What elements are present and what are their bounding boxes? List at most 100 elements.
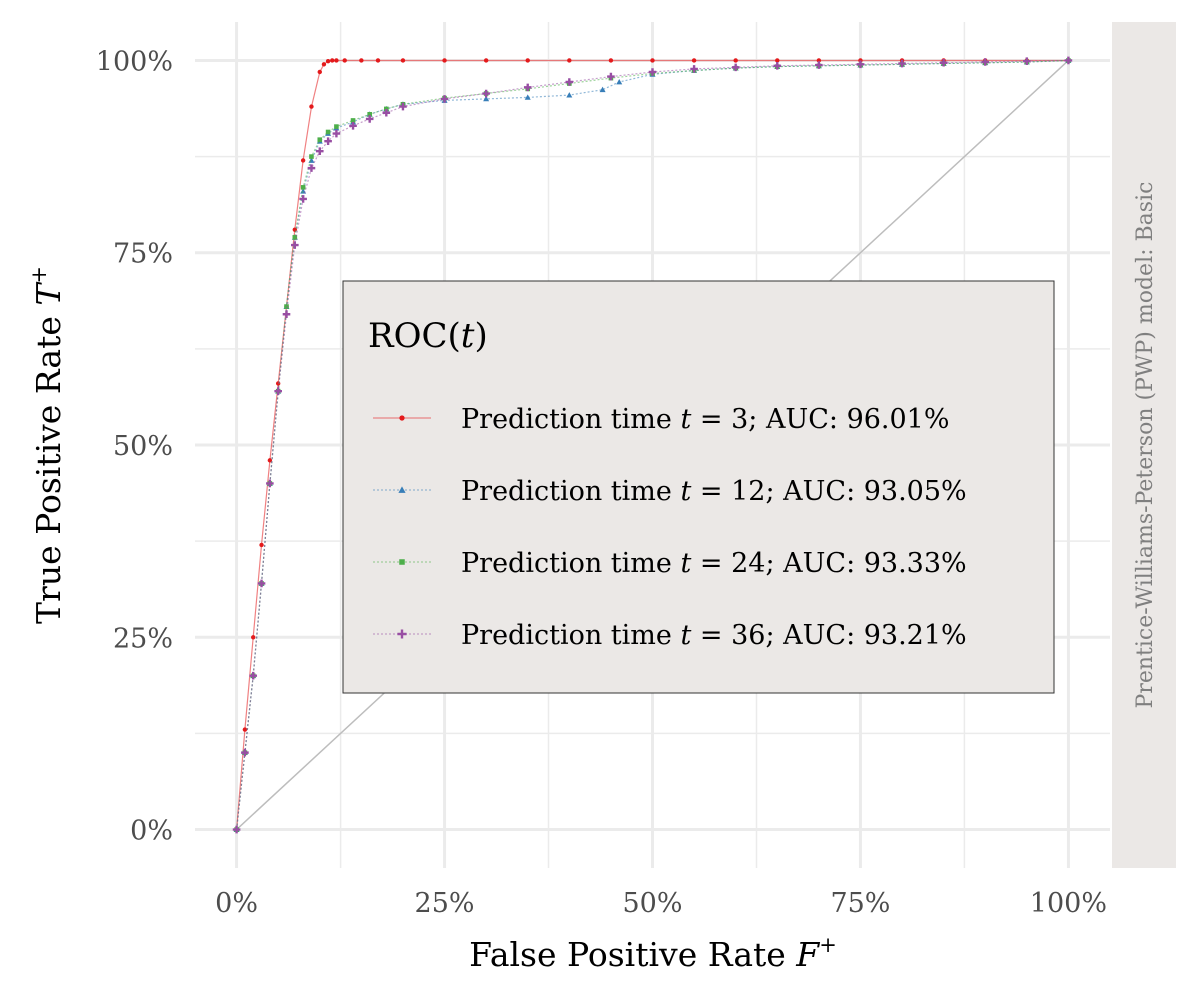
data-point <box>317 69 322 75</box>
data-point <box>400 58 406 63</box>
data-point <box>242 727 248 732</box>
data-point <box>384 106 389 112</box>
data-point <box>367 111 372 117</box>
data-point <box>299 195 307 203</box>
data-point <box>524 94 531 100</box>
legend-title: ROC(t) <box>368 316 488 356</box>
legend-label: Prediction time t = 24; AUC: 93.33% <box>461 548 967 579</box>
data-point <box>359 58 364 63</box>
data-point <box>898 59 906 68</box>
x-tick-label: 50% <box>622 888 682 919</box>
data-point <box>317 137 323 142</box>
data-point <box>251 635 256 640</box>
y-tick-label: 25% <box>113 623 173 654</box>
legend-items: Prediction time t = 3; AUC: 96.01% Predic… <box>373 404 967 651</box>
data-point <box>523 83 532 92</box>
data-point <box>334 124 339 129</box>
data-point <box>981 58 990 66</box>
data-point <box>607 72 615 81</box>
data-point <box>375 58 381 63</box>
legend-key-marker <box>399 559 405 565</box>
x-tick-label: 100% <box>1030 888 1107 919</box>
data-point <box>324 137 332 146</box>
data-point <box>315 147 324 156</box>
data-point <box>442 58 447 63</box>
data-point <box>300 185 306 190</box>
data-point <box>1023 57 1031 66</box>
data-point <box>325 59 331 64</box>
data-point <box>616 78 623 85</box>
facet-strip-label: Prentice-Williams-Peterson (PWP) model: … <box>1133 182 1158 709</box>
data-point <box>350 118 356 123</box>
data-point <box>483 95 490 102</box>
legend-item: Prediction time t = 12; AUC: 93.05% <box>373 476 967 507</box>
data-point <box>599 86 606 93</box>
y-tick-label: 0% <box>130 816 173 847</box>
x-tick-label: 75% <box>830 888 890 919</box>
legend-box <box>342 280 1055 694</box>
y-tick-label: 50% <box>113 431 173 462</box>
data-point <box>815 61 823 69</box>
data-point <box>775 58 780 63</box>
y-axis-ticks: 0% 25% 50% 75% 100% <box>96 46 173 846</box>
data-point <box>241 748 249 757</box>
data-point <box>300 158 306 163</box>
data-point <box>399 102 407 111</box>
data-point <box>773 62 782 70</box>
data-point <box>325 129 331 135</box>
series-layer <box>232 56 1073 834</box>
legend-item: Prediction time t = 3; AUC: 96.01% <box>373 404 950 435</box>
data-point <box>648 68 657 76</box>
data-point <box>482 89 490 98</box>
data-point <box>330 58 335 63</box>
data-point <box>525 58 530 63</box>
y-tick-label: 75% <box>113 239 173 270</box>
legend-item: Prediction time t = 36; AUC: 93.21% <box>373 620 967 651</box>
data-point <box>291 241 299 249</box>
data-point <box>382 108 391 117</box>
x-tick-label: 25% <box>415 888 475 919</box>
data-point <box>267 458 273 463</box>
data-point <box>282 310 291 319</box>
data-point <box>332 129 341 138</box>
data-point <box>284 304 289 309</box>
data-point <box>731 63 740 72</box>
data-point <box>1064 56 1073 65</box>
data-point <box>292 235 298 240</box>
legend-item: Prediction time t = 24; AUC: 93.33% <box>373 548 967 579</box>
data-point <box>309 154 314 159</box>
legend: ROC(t) Prediction time t = 3; AUC: 96.01… <box>342 280 1055 694</box>
legend-label: Prediction time t = 12; AUC: 93.05% <box>461 476 967 507</box>
data-point <box>939 58 948 67</box>
data-point <box>650 58 655 63</box>
legend-label: Prediction time t = 3; AUC: 96.01% <box>461 404 950 435</box>
data-point <box>608 58 614 63</box>
data-point <box>249 671 258 680</box>
x-tick-label: 0% <box>215 888 258 919</box>
data-point <box>309 104 314 109</box>
legend-key-marker <box>397 629 407 639</box>
facet-strip <box>1112 22 1176 868</box>
x-axis-title: False Positive Rate F+ <box>469 933 837 974</box>
data-point <box>342 58 347 63</box>
data-point <box>733 58 738 63</box>
data-point <box>365 115 374 123</box>
data-point <box>483 58 489 63</box>
series-4 <box>232 56 1073 834</box>
data-point <box>266 479 274 488</box>
data-point <box>440 95 449 103</box>
data-point <box>567 58 572 63</box>
data-point <box>259 542 264 548</box>
data-point <box>566 92 573 98</box>
data-point <box>565 78 574 86</box>
data-point <box>307 164 316 172</box>
y-axis-title: True Positive Rate T+ <box>27 266 68 624</box>
data-point <box>257 579 266 588</box>
data-point <box>274 387 282 395</box>
data-point <box>349 122 357 130</box>
data-point <box>690 65 698 73</box>
data-point <box>856 60 865 69</box>
data-point <box>232 825 241 834</box>
legend-key-marker <box>398 486 406 493</box>
